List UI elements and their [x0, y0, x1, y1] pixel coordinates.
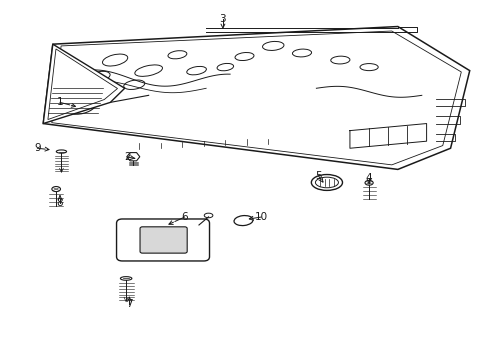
Text: 9: 9: [34, 143, 41, 153]
Text: 8: 8: [57, 198, 63, 208]
Ellipse shape: [364, 180, 372, 185]
Ellipse shape: [234, 216, 252, 226]
Polygon shape: [126, 153, 140, 161]
Ellipse shape: [52, 186, 61, 192]
Text: 2: 2: [123, 152, 130, 162]
Polygon shape: [43, 27, 469, 170]
Ellipse shape: [56, 150, 66, 153]
Polygon shape: [43, 44, 124, 123]
Text: 10: 10: [254, 212, 267, 222]
Text: 7: 7: [126, 299, 133, 309]
Text: 6: 6: [181, 212, 187, 222]
Text: 1: 1: [57, 98, 63, 107]
FancyBboxPatch shape: [116, 219, 209, 261]
Ellipse shape: [120, 276, 132, 280]
Text: 3: 3: [219, 14, 226, 24]
Text: 5: 5: [315, 171, 322, 181]
FancyBboxPatch shape: [140, 227, 187, 253]
Text: 4: 4: [365, 173, 372, 183]
